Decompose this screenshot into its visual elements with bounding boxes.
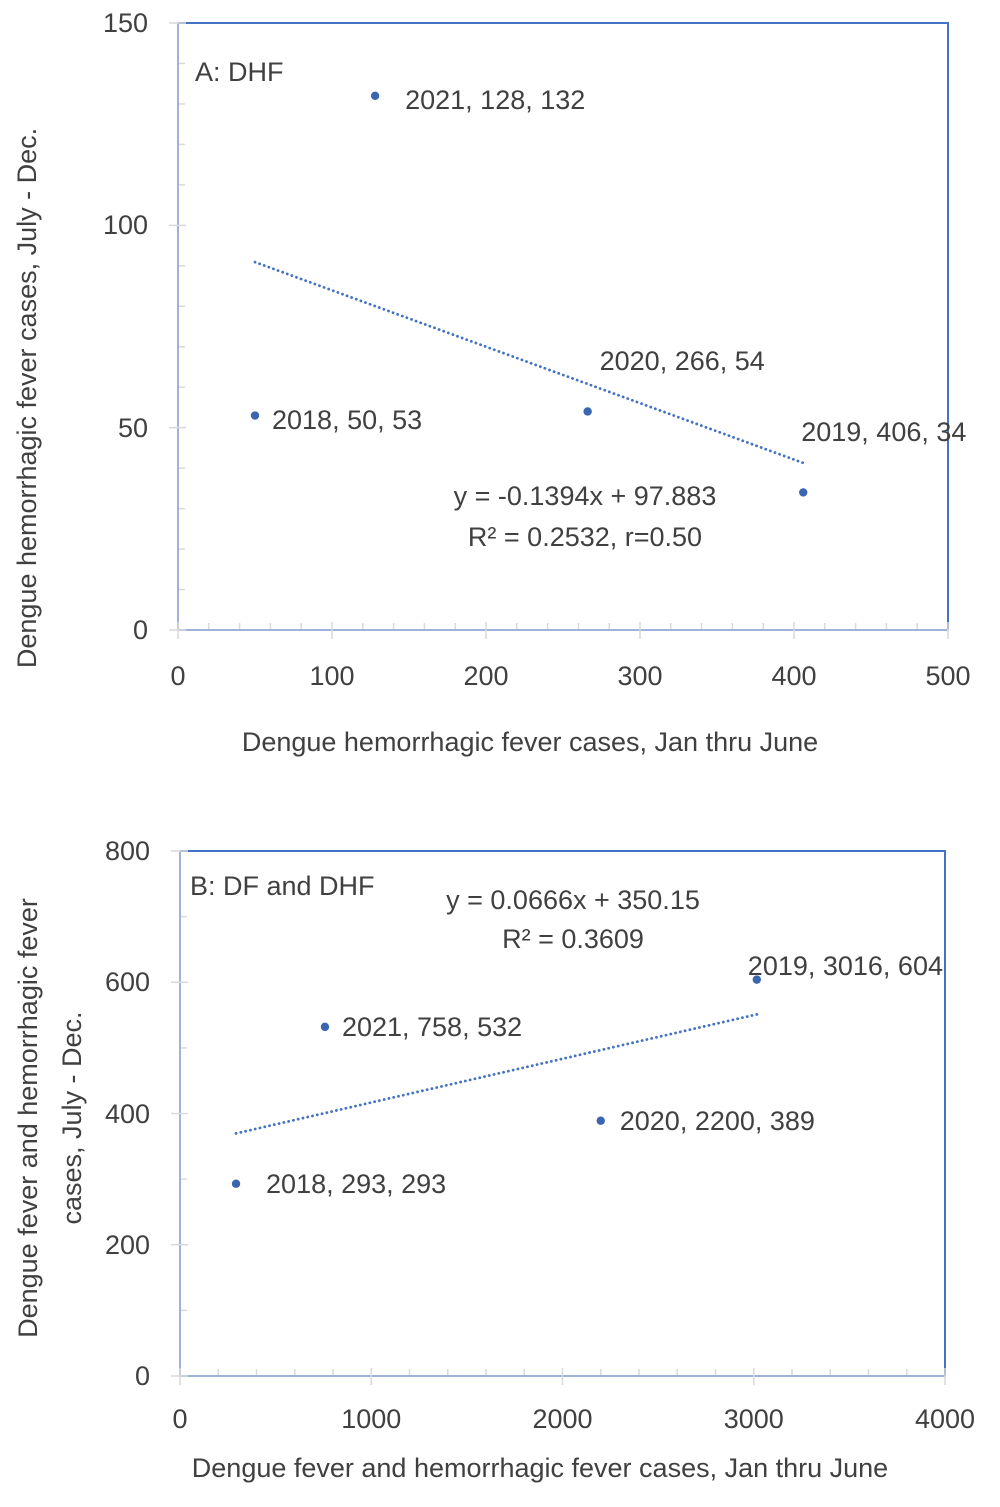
panel-a-data-point-2021	[370, 91, 380, 101]
panel-b-trendline-equation: y = 0.0666x + 350.15	[446, 885, 700, 915]
panel-a-y-axis-title-line: Dengue hemorrhagic fever cases, July - D…	[12, 127, 42, 669]
panel-b-x-tick-label: 2000	[532, 1404, 593, 1434]
panel-a-data-point-2019	[799, 488, 808, 497]
panel-b-data-point-label-2020: 2020, 2200, 389	[619, 1105, 815, 1136]
panel-b-x-tick-label: 1000	[341, 1404, 402, 1434]
panel-b-x-tick-label: 0	[172, 1404, 188, 1434]
panel-b-y-tick-label: 600	[104, 967, 150, 998]
panel-b-r-squared: R² = 0.3609	[502, 924, 644, 954]
panel-a-data-point-label-2020: 2020, 266, 54	[599, 346, 765, 377]
panel-a-trendline-equation: y = -0.1394x + 97.883	[453, 481, 717, 511]
panel-a-y-tick-label: 100	[102, 210, 148, 241]
panel-b-data-point-2018	[231, 1179, 241, 1188]
panel-a-y-axis-title: Dengue hemorrhagic fever cases, July - D…	[5, 128, 49, 668]
panel-a-y-tick-label: 150	[102, 8, 148, 38]
panel-a-data-point-label-2018: 2018, 50, 53	[272, 404, 423, 435]
panel-b-data-point-label-2019: 2019, 3016, 604	[747, 950, 943, 981]
panel-a-title: A: DHF	[195, 57, 284, 87]
panel-b-data-point-label-2021: 2021, 758, 532	[341, 1011, 523, 1042]
panel-b-trendline	[234, 1012, 759, 1135]
panel-b-data-point-2019	[752, 975, 762, 984]
panel-b-x-tick-label: 3000	[723, 1404, 784, 1434]
panel-b-y-tick-label: 0	[134, 1361, 150, 1391]
panel-b-x-tick-label: 4000	[914, 1404, 976, 1434]
panel-a-y-tick-label: 50	[117, 412, 148, 443]
panel-b-data-point-label-2018: 2018, 293, 293	[266, 1168, 447, 1199]
panel-a-trendline	[253, 260, 805, 465]
panel-a-x-tick-label: 0	[170, 661, 186, 691]
panel-a-data-point-label-2021: 2021, 128, 132	[405, 84, 586, 115]
panel-b-data-point-2021	[320, 1022, 330, 1032]
panel-a-x-tick-label: 100	[309, 661, 355, 691]
panel-b-data-point-2020	[596, 1116, 605, 1125]
panel-a-r-squared: R² = 0.2532, r=0.50	[467, 522, 703, 552]
panel-a-y-tick-label: 0	[132, 615, 148, 645]
panel-b-title: B: DF and DHF	[190, 871, 375, 901]
panel-a-x-tick-label: 500	[925, 661, 971, 691]
panel-a-data-point-2020	[583, 407, 592, 416]
panel-b-y-tick-label: 200	[104, 1229, 150, 1260]
panel-b-y-axis-title-line: Dengue fever and hemorrhagic fever	[13, 898, 43, 1338]
panel-b-x-axis-title: Dengue fever and hemorrhagic fever cases…	[191, 1453, 889, 1483]
panel-b-y-tick-label: 800	[104, 836, 150, 866]
panel-a-x-axis-title: Dengue hemorrhagic fever cases, Jan thru…	[241, 727, 819, 757]
panel-a-x-tick-label: 200	[463, 661, 509, 691]
panel-a-data-point-2018	[250, 411, 260, 420]
panel-a-data-point-label-2019: 2019, 406, 34	[801, 417, 967, 448]
panel-b-y-tick-label: 400	[104, 1098, 150, 1129]
panel-a-x-tick-label: 300	[617, 661, 663, 691]
panel-a-x-tick-label: 400	[771, 661, 817, 691]
